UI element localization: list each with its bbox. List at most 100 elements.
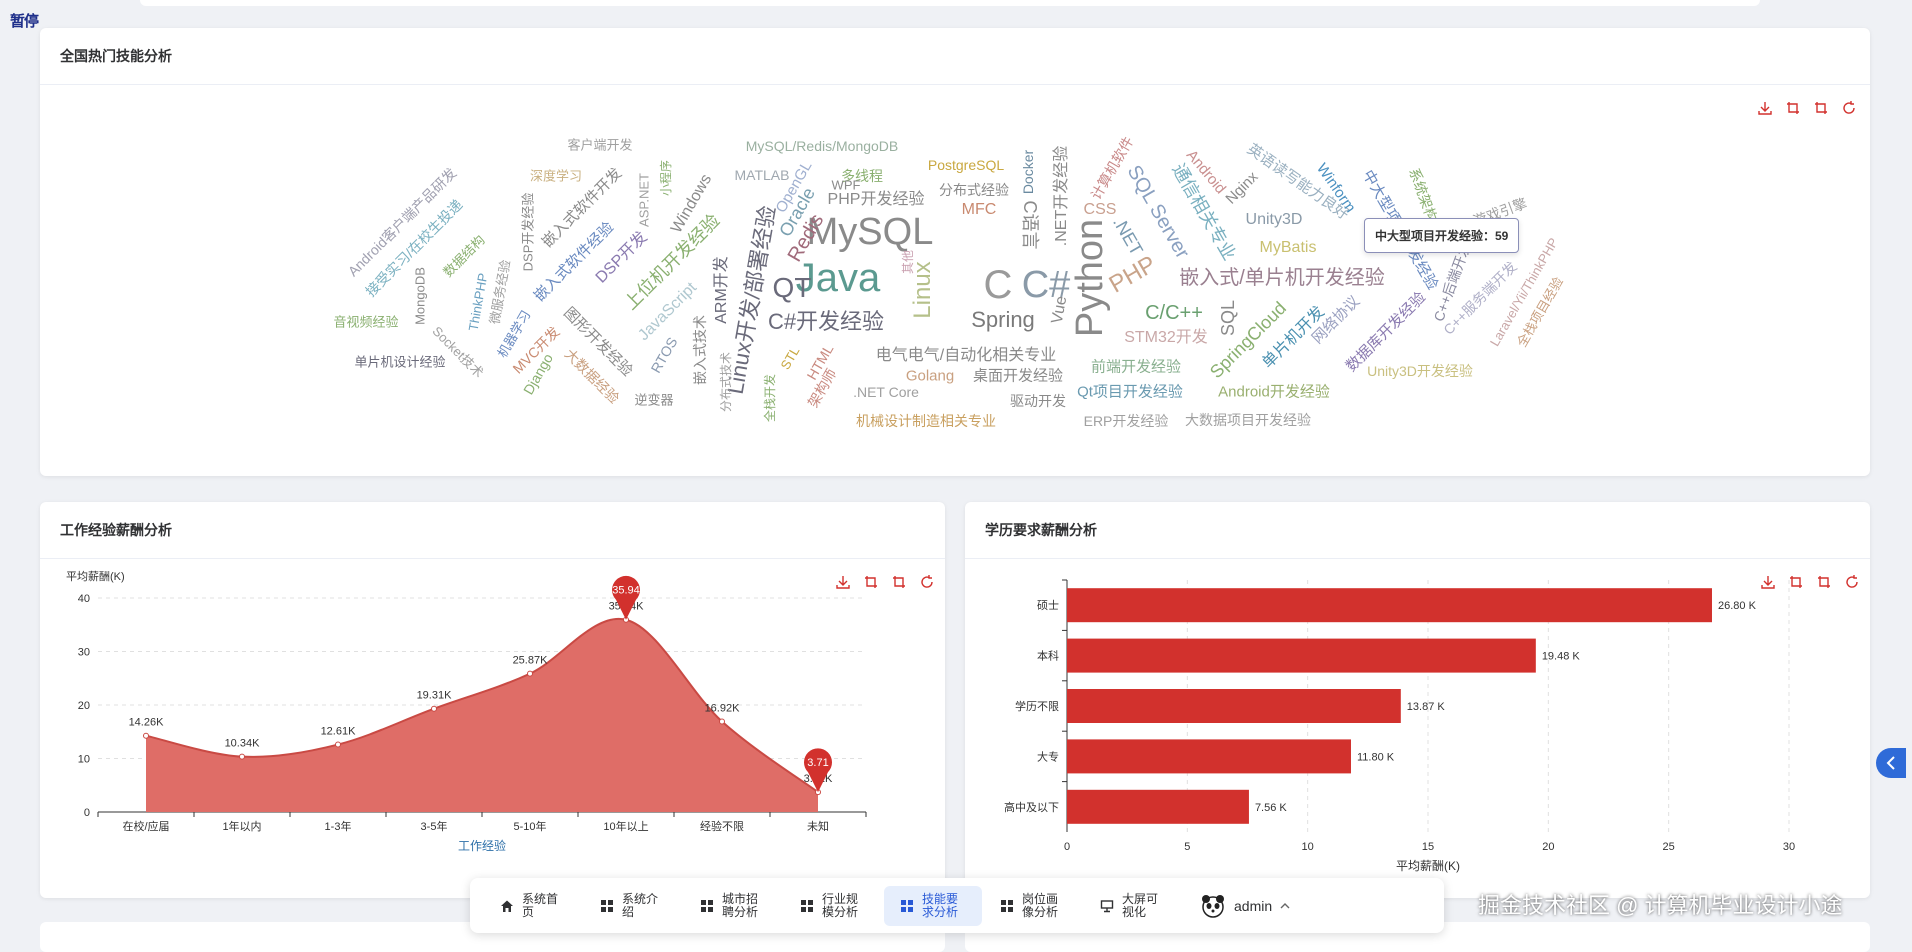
exp-data-label: 16.92K	[705, 702, 741, 714]
exp-category-label: 1-3年	[325, 819, 352, 833]
pause-label[interactable]: 暂停	[10, 13, 39, 30]
edu-xtick-label: 0	[1064, 841, 1070, 853]
edu-bar[interactable]	[1067, 689, 1401, 723]
exp-category-label: 经验不限	[700, 819, 744, 833]
exp-ytick-label: 10	[78, 754, 90, 766]
edu-bar[interactable]	[1067, 789, 1249, 824]
exp-data-label: 25.87K	[513, 655, 549, 667]
chevron-up-icon	[1280, 902, 1290, 908]
edu-bar[interactable]	[1067, 638, 1536, 673]
nav-item[interactable]: 系统介绍	[584, 886, 682, 926]
exp-point[interactable]	[527, 670, 533, 677]
zoom-icon[interactable]	[862, 573, 880, 591]
chevron-left-icon	[1886, 756, 1895, 770]
exp-category-label: 在校/应届	[122, 819, 169, 833]
grid-icon	[1001, 899, 1013, 912]
nav-item-label: 岗位画像分析	[1022, 891, 1059, 919]
edu-data-label: 7.56 K	[1255, 802, 1287, 814]
download-icon[interactable]	[1759, 573, 1777, 591]
edu-data-label: 19.48 K	[1542, 651, 1581, 663]
watermark: 掘金技术社区 @ 计算机毕业设计小途	[1478, 893, 1843, 918]
edu-data-label: 13.87 K	[1407, 701, 1446, 713]
bottom-navbar: 系统首页 系统介绍 城市招聘分析 行业规模分析 技能要求分析 岗位画像分析 大屏可视化 ad…	[470, 878, 1444, 933]
edu-data-label: 26.80 K	[1718, 600, 1757, 612]
exp-point[interactable]	[335, 741, 341, 748]
edu-xlabel: 平均薪酬(K)	[1396, 859, 1460, 873]
nav-item-label: 系统介绍	[622, 891, 659, 919]
exp-category-label: 10年以上	[603, 819, 648, 833]
edu-salary-chart: 0 5 10 15 20 25 30 硕士 26.80 K 本科 19.48 K 学历不限 13.87 …	[1004, 579, 1795, 873]
nav-item-label: 技能要求分析	[922, 891, 959, 919]
wordcloud-card: 全国热门技能分析	[40, 28, 1870, 476]
exp-chart-toolbox	[834, 573, 936, 591]
grid-icon	[601, 899, 613, 912]
refresh-icon[interactable]	[1843, 573, 1861, 591]
nav-item[interactable]: 技能要求分析	[884, 885, 982, 926]
download-icon[interactable]	[1756, 99, 1774, 117]
edu-salary-card-title: 学历要求薪酬分析	[965, 502, 1870, 559]
exp-category-label: 未知	[807, 819, 829, 833]
exp-point[interactable]	[719, 718, 725, 725]
nav-item-label: 大屏可视化	[1122, 891, 1159, 919]
edu-xtick-label: 30	[1783, 841, 1795, 853]
restore-icon[interactable]	[1812, 99, 1830, 117]
grid-icon	[801, 899, 813, 912]
exp-data-label: 14.26K	[129, 717, 165, 729]
edu-category-label: 硕士	[1037, 599, 1059, 612]
zoom-icon[interactable]	[1787, 573, 1805, 591]
nav-item[interactable]: 行业规模分析	[784, 886, 882, 926]
exp-data-label: 12.61K	[321, 726, 357, 738]
edu-xtick-label: 10	[1302, 841, 1314, 853]
exp-xlabel: 工作经验	[458, 838, 506, 853]
nav-item-label: 行业规模分析	[822, 891, 859, 919]
exp-point[interactable]	[239, 753, 245, 760]
refresh-icon[interactable]	[1840, 99, 1858, 117]
refresh-icon[interactable]	[918, 573, 936, 591]
edu-bar[interactable]	[1067, 739, 1351, 774]
top-card-edge	[140, 0, 1760, 6]
exp-ytick-label: 20	[78, 700, 90, 712]
exp-salary-chart: 0 10 20 30 40 平均薪酬(K) 14.26K 在校/应届 10.34K 1年以内 12.…	[66, 570, 867, 853]
exp-point[interactable]	[431, 705, 437, 712]
edu-xtick-label: 5	[1184, 841, 1190, 853]
nav-item[interactable]: 系统首页	[484, 886, 582, 926]
edu-category-label: 高中及以下	[1004, 800, 1059, 814]
exp-category-label: 1年以内	[222, 819, 261, 833]
avatar	[1202, 894, 1224, 918]
nav-item-label: 系统首页	[522, 891, 559, 919]
screen-icon	[1100, 899, 1114, 912]
nav-item-label: 城市招聘分析	[722, 891, 759, 919]
edu-category-label: 本科	[1037, 649, 1059, 663]
exp-pin-label: 3.71	[807, 757, 828, 769]
restore-icon[interactable]	[890, 573, 908, 591]
exp-pin-marker[interactable]: 3.71	[804, 748, 832, 793]
edu-xtick-label: 20	[1542, 841, 1554, 853]
grid-icon	[701, 899, 713, 912]
edu-xtick-label: 15	[1422, 841, 1434, 853]
grid-icon	[901, 899, 913, 912]
edu-category-label: 大专	[1037, 749, 1059, 763]
edu-xtick-label: 25	[1663, 841, 1675, 853]
exp-ytick-label: 30	[78, 647, 90, 659]
exp-data-label: 10.34K	[225, 738, 261, 750]
exp-pin-marker[interactable]: 35.94	[612, 575, 641, 620]
exp-ytick-label: 0	[84, 807, 90, 819]
exp-salary-card-title: 工作经验薪酬分析	[40, 502, 945, 559]
exp-area	[146, 618, 818, 812]
nav-item[interactable]: 大屏可视化	[1084, 886, 1182, 926]
exp-point[interactable]	[143, 732, 149, 739]
user-menu[interactable]: admin	[1200, 893, 1290, 919]
restore-icon[interactable]	[1815, 573, 1833, 591]
exp-ylabel: 平均薪酬(K)	[66, 570, 125, 583]
exp-line	[145, 617, 819, 793]
exp-ytick-label: 40	[78, 593, 90, 605]
username: admin	[1234, 897, 1273, 914]
nav-item[interactable]: 城市招聘分析	[684, 886, 782, 926]
edu-bar[interactable]	[1067, 588, 1712, 623]
download-icon[interactable]	[834, 573, 852, 591]
zoom-icon[interactable]	[1784, 99, 1802, 117]
nav-item[interactable]: 岗位画像分析	[984, 886, 1082, 926]
wordcloud-tooltip: 中大型项目开发经验：59	[1364, 218, 1520, 253]
wordcloud-toolbox	[1756, 99, 1858, 117]
side-collapse-tab[interactable]	[1876, 748, 1906, 778]
